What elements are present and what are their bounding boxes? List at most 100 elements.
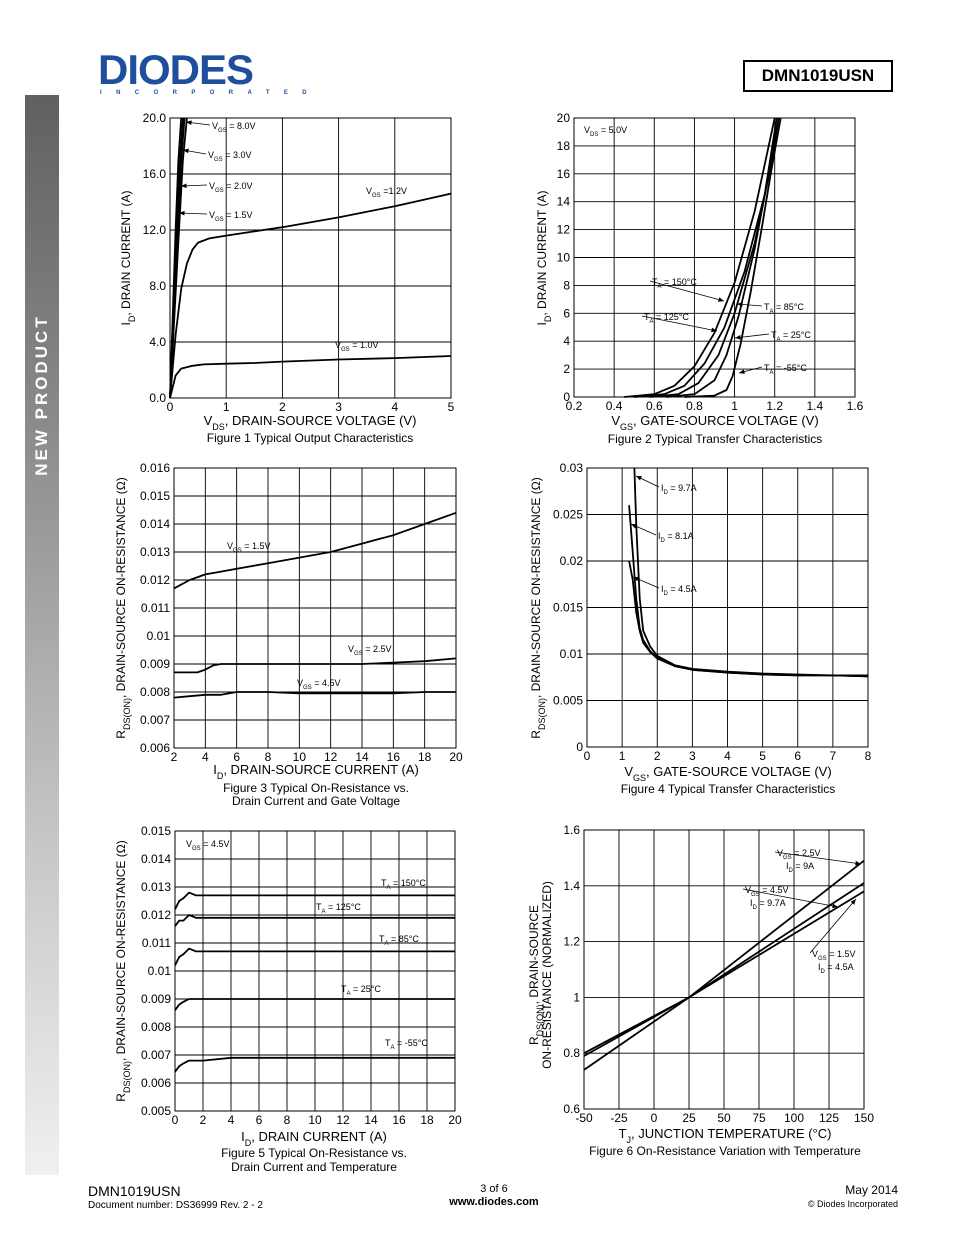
fig1-chart bbox=[169, 117, 452, 399]
fig1-series-4 bbox=[169, 192, 452, 399]
fig2-ytick-label: 14 bbox=[557, 195, 571, 209]
fig2-series-label-leader bbox=[734, 333, 770, 339]
fig5-ytick-label: 0.015 bbox=[141, 824, 171, 838]
fig6-xtick-label: 25 bbox=[682, 1111, 696, 1125]
fig3-xtick-label: 20 bbox=[449, 750, 463, 764]
fig1-series-label-arrowhead bbox=[181, 183, 187, 189]
fig3-ytick-label: 0.008 bbox=[140, 685, 170, 699]
fig2-ytick-label: 2 bbox=[563, 362, 570, 376]
fig2-ytick-label: 12 bbox=[557, 223, 571, 237]
fig3-ytick-label: 0.011 bbox=[141, 601, 170, 615]
fig5-xtick-label: 20 bbox=[448, 1113, 462, 1127]
fig3-series-label: VGS = 4.5V bbox=[297, 678, 340, 691]
fig2-series-4 bbox=[684, 117, 782, 398]
fig4-series-label-arrowhead bbox=[633, 577, 639, 582]
fig2-annotation: VDS = 5.0V bbox=[584, 125, 627, 138]
fig6-xtick-label: -25 bbox=[610, 1111, 628, 1125]
fig2-xtick-label: 0.4 bbox=[606, 399, 623, 413]
fig4-series-2 bbox=[628, 560, 869, 678]
fig4-chart bbox=[586, 467, 869, 748]
fig6-series-label-arrowhead bbox=[850, 899, 856, 905]
fig1-xtick-label: 1 bbox=[223, 400, 230, 414]
fig1-xtick-label: 5 bbox=[448, 400, 455, 414]
fig5-ytick-label: 0.013 bbox=[141, 880, 171, 894]
fig3-xtick-label: 4 bbox=[202, 750, 209, 764]
fig2-series-label: TA = 25°C bbox=[771, 330, 811, 343]
fig4-series-label: ID = 4.5A bbox=[661, 584, 697, 597]
fig5-title: Figure 5 Typical On-Resistance vs. bbox=[221, 1146, 407, 1160]
fig5-ytick-label: 0.009 bbox=[141, 992, 171, 1006]
fig3-plot-frame bbox=[173, 467, 457, 749]
fig1-series-label: VGS =1.2V bbox=[366, 186, 407, 199]
fig1-series-label: VGS = 8.0V bbox=[212, 121, 255, 134]
fig2-plot-frame bbox=[573, 117, 856, 398]
diodes-logo: DIODES INCORPORATED bbox=[98, 46, 307, 100]
fig6-xtick-label: 100 bbox=[784, 1111, 804, 1125]
fig5-ytick-label: 0.014 bbox=[141, 852, 171, 866]
fig1-ytick-label: 16.0 bbox=[143, 167, 167, 181]
fig3-xtick-label: 8 bbox=[265, 750, 272, 764]
fig4-ytick-label: 0.01 bbox=[560, 647, 584, 661]
fig3-xtick-label: 6 bbox=[233, 750, 240, 764]
fig1-ytick-label: 8.0 bbox=[149, 279, 166, 293]
fig4-xtick-label: 5 bbox=[759, 749, 766, 763]
fig5-xtick-label: 10 bbox=[308, 1113, 322, 1127]
fig4-ytick-label: 0.02 bbox=[560, 554, 584, 568]
fig1-series-label: VGS = 2.0V bbox=[209, 181, 252, 194]
footer-document-number: Document number: DS36999 Rev. 2 - 2 bbox=[88, 1200, 263, 1211]
fig3-xtick-label: 10 bbox=[293, 750, 307, 764]
fig6-ytick-label: 1 bbox=[573, 990, 580, 1004]
footer-right: May 2014 © Diodes Incorporated bbox=[808, 1183, 898, 1209]
fig4-series-label-arrowhead bbox=[631, 524, 637, 529]
fig6-ylabel: RDS(ON), DRAIN-SOURCE bbox=[527, 905, 545, 1045]
fig5-xtick-label: 14 bbox=[364, 1113, 378, 1127]
footer-url[interactable]: www.diodes.com bbox=[449, 1196, 539, 1208]
fig6-xtick-label: 75 bbox=[752, 1111, 766, 1125]
fig3-ytick-label: 0.014 bbox=[140, 517, 170, 531]
fig3-xtick-label: 16 bbox=[387, 750, 401, 764]
fig3-ytick-label: 0.013 bbox=[140, 545, 170, 559]
fig2-ytick-label: 0 bbox=[563, 390, 570, 404]
fig1-plot-frame bbox=[169, 117, 452, 399]
fig2-xtick-label: 1.4 bbox=[807, 399, 824, 413]
fig5-xlabel: ID, DRAIN CURRENT (A) bbox=[241, 1129, 387, 1148]
fig5-series-1 bbox=[174, 914, 455, 927]
fig3-xtick-label: 12 bbox=[324, 750, 338, 764]
fig4-plot-frame bbox=[586, 467, 869, 748]
fig3-ytick-label: 0.015 bbox=[140, 489, 170, 503]
fig5-xtick-label: 16 bbox=[392, 1113, 406, 1127]
fig5-series-0 bbox=[174, 891, 455, 910]
fig5-xtick-label: 0 bbox=[172, 1113, 179, 1127]
fig3-series-label: VGS = 1.5V bbox=[227, 541, 270, 554]
fig5-ytick-label: 0.012 bbox=[141, 908, 171, 922]
fig6-xlabel: TJ, JUNCTION TEMPERATURE (°C) bbox=[619, 1126, 832, 1145]
fig5-series-4 bbox=[174, 1056, 455, 1073]
fig3-xtick-label: 2 bbox=[171, 750, 178, 764]
fig2-series-label-arrowhead bbox=[737, 302, 743, 307]
fig1-series-label: VGS = 3.0V bbox=[208, 150, 251, 163]
fig2-xtick-label: 1.2 bbox=[766, 399, 783, 413]
fig5-series-label: TA = 125°C bbox=[316, 902, 361, 915]
fig3-series-label: VGS = 2.5V bbox=[348, 644, 391, 657]
fig3-ytick-label: 0.009 bbox=[140, 657, 170, 671]
fig1-xtick-label: 4 bbox=[391, 400, 398, 414]
fig4-xtick-label: 1 bbox=[619, 749, 626, 763]
fig2-title: Figure 2 Typical Transfer Characteristic… bbox=[608, 432, 823, 446]
fig5-ytick-label: 0.011 bbox=[142, 936, 171, 950]
fig3-xtick-label: 18 bbox=[418, 750, 432, 764]
fig6-series-label-arrowhead bbox=[855, 860, 861, 866]
fig6-title: Figure 6 On-Resistance Variation with Te… bbox=[589, 1144, 861, 1158]
fig6-series-label: ID = 4.5A bbox=[818, 962, 854, 975]
fig2-series-3 bbox=[666, 117, 780, 398]
fig2-series-label: TA = 85°C bbox=[764, 302, 804, 315]
fig2-series-label-arrowhead bbox=[711, 327, 717, 333]
fig2-xlabel: VGS, GATE-SOURCE VOLTAGE (V) bbox=[611, 413, 818, 432]
fig1-title: Figure 1 Typical Output Characteristics bbox=[207, 431, 414, 445]
fig6-ytick-label: 0.6 bbox=[563, 1102, 580, 1116]
fig6-series-2 bbox=[583, 890, 865, 1054]
fig4-xtick-label: 7 bbox=[830, 749, 837, 763]
fig5-ylabel: RDS(ON), DRAIN-SOURCE ON-RESISTANCE (Ω) bbox=[114, 840, 132, 1101]
fig5-xtick-label: 2 bbox=[200, 1113, 207, 1127]
fig5-title-line2: Drain Current and Temperature bbox=[231, 1160, 397, 1174]
fig4-series-label: ID = 9.7A bbox=[661, 483, 697, 496]
